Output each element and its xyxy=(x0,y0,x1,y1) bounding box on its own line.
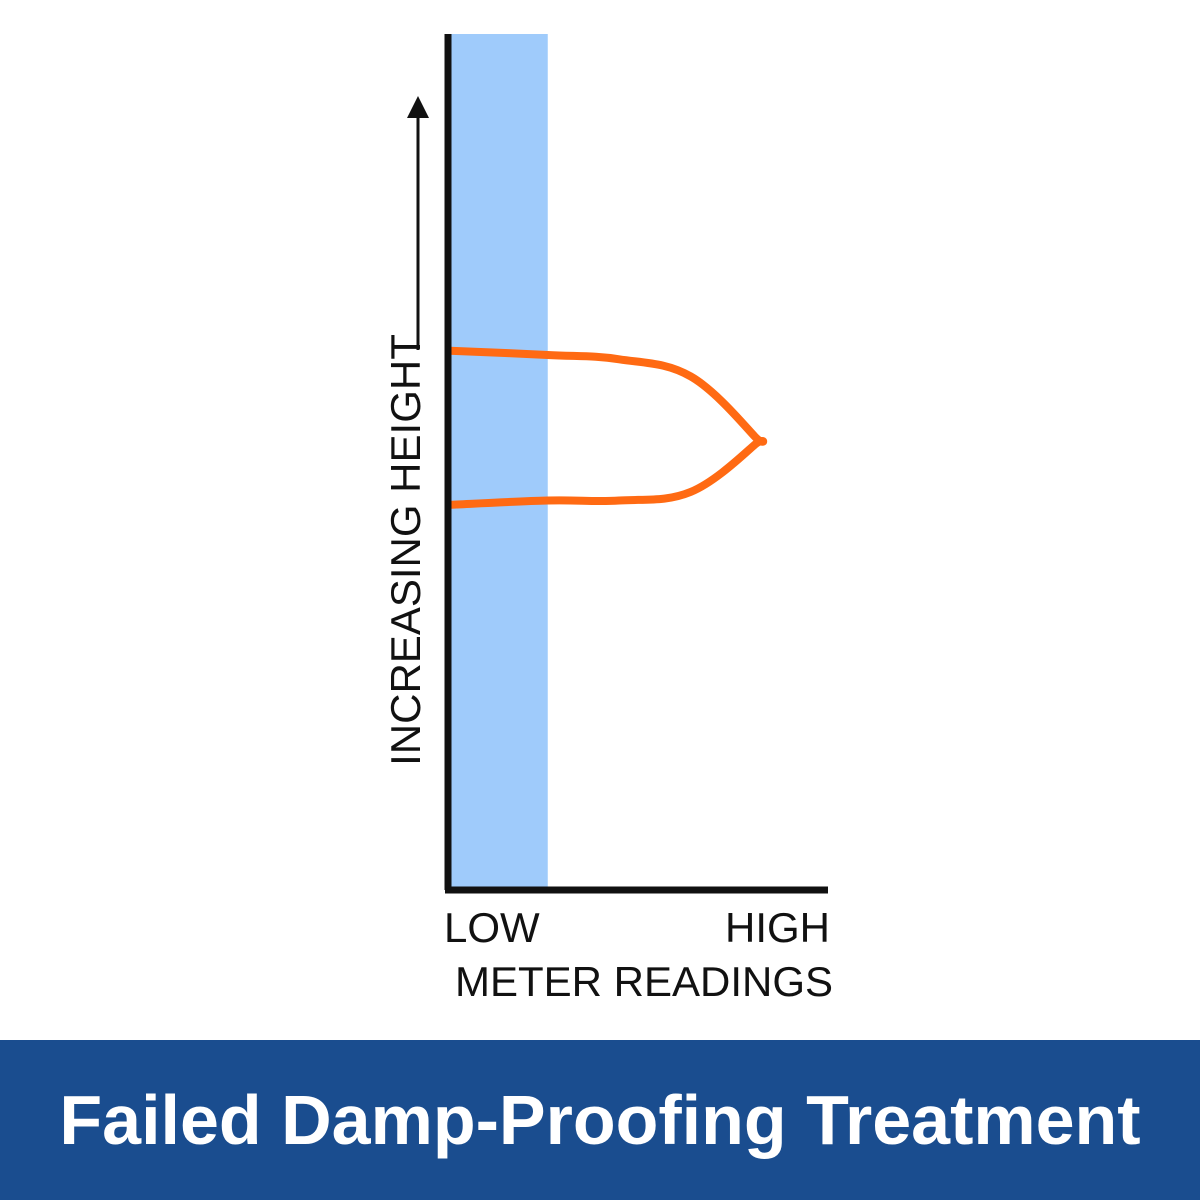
moisture-curve xyxy=(446,346,768,509)
low-reading-band xyxy=(450,34,548,890)
banner-title: Failed Damp-Proofing Treatment xyxy=(59,1081,1141,1159)
x-tick-label-high: HIGH xyxy=(725,904,830,951)
moisture-chart: INCREASING HEIGHT LOW HIGH METER READING… xyxy=(382,34,833,1005)
title-banner: Failed Damp-Proofing Treatment xyxy=(0,1040,1200,1200)
x-axis-label: METER READINGS xyxy=(455,958,833,1005)
up-arrow-icon xyxy=(407,96,429,118)
y-axis-label: INCREASING HEIGHT xyxy=(382,334,429,766)
x-tick-label-low: LOW xyxy=(444,904,540,951)
